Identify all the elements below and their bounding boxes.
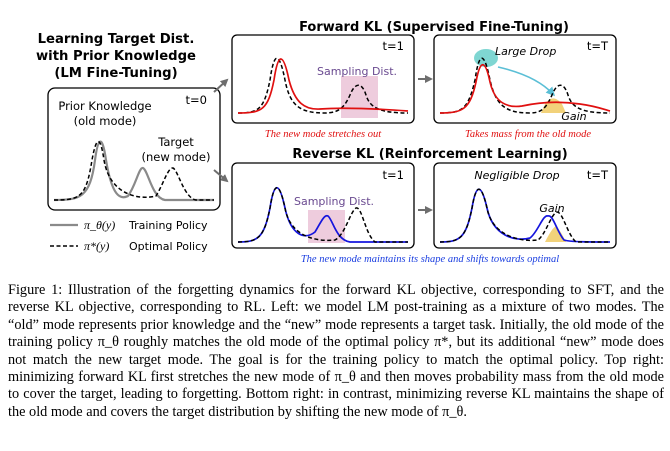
reverse-sampling-label: Sampling Dist. <box>294 195 374 208</box>
legend-training-symbol: π_θ(y) <box>84 218 115 232</box>
forward-drop-highlight <box>474 49 498 67</box>
left-title-line-1: Learning Target Dist. <box>38 32 195 47</box>
legend-optimal-text: Optimal Policy <box>129 240 208 253</box>
forward-sampling-box <box>341 76 378 118</box>
reverse-panel-2-training-curve <box>439 188 611 243</box>
figure-1: Learning Target Dist. with Prior Knowled… <box>36 20 617 265</box>
forward-gain-label: Gain <box>561 110 586 123</box>
prior-label-line-2: (old mode) <box>74 114 137 128</box>
forward-kl-title: Forward KL (Supervised Fine-Tuning) <box>299 20 569 35</box>
reverse-caption: The new mode maintains its shape and shi… <box>301 254 559 265</box>
forward-panel-1 <box>231 34 415 124</box>
forward-panel-2-time: t=T <box>587 39 609 53</box>
legend-training-text: Training Policy <box>128 219 208 232</box>
forward-panel-2-training-curve <box>439 63 611 114</box>
forward-panel-1-time: t=1 <box>383 39 404 53</box>
figure-caption-label: Figure 1: <box>8 282 63 298</box>
left-title-line-3: (LM Fine-Tuning) <box>54 66 177 81</box>
target-label-line-2: (new mode) <box>141 150 210 164</box>
reverse-panel-2-optimal-curve <box>439 188 610 243</box>
reverse-kl-title: Reverse KL (Reinforcement Learning) <box>292 147 567 162</box>
forward-panel-1-optimal-curve <box>237 57 409 114</box>
left-training-curve <box>53 140 214 202</box>
forward-mass-arrow <box>497 66 556 97</box>
forward-panel-2-optimal-curve <box>439 57 611 114</box>
reverse-panel-1 <box>231 162 415 249</box>
reverse-gain-highlight <box>545 226 566 242</box>
forward-drop-label: Large Drop <box>495 45 556 58</box>
reverse-panel-2-time: t=T <box>587 168 609 182</box>
forward-panel-2 <box>433 34 617 124</box>
left-optimal-curve <box>53 140 214 201</box>
left-panel-box <box>47 87 221 211</box>
forward-caption-1: The new mode stretches out <box>265 129 382 140</box>
legend-optimal-symbol: π*(y) <box>84 239 109 253</box>
left-time-label: t=0 <box>186 93 207 107</box>
arrow-to-reverse <box>213 169 229 183</box>
figure-caption-text: Illustration of the forgetting dynamics … <box>8 282 664 420</box>
forward-caption-2: Takes mass from the old mode <box>465 129 591 140</box>
figure-caption: Figure 1: Illustration of the forgetting… <box>8 282 664 421</box>
reverse-drop-label: Negligible Drop <box>474 169 559 182</box>
forward-panel-1-training-curve <box>237 58 409 114</box>
prior-label-line-1: Prior Knowledge <box>58 99 151 113</box>
left-title-line-2: with Prior Knowledge <box>36 49 196 64</box>
reverse-panel-2 <box>433 162 617 249</box>
arrow-to-forward <box>213 78 229 93</box>
target-label-line-1: Target <box>157 135 194 149</box>
reverse-gain-label: Gain <box>539 202 564 215</box>
reverse-panel-1-time: t=1 <box>383 168 404 182</box>
forward-sampling-label: Sampling Dist. <box>317 65 397 78</box>
